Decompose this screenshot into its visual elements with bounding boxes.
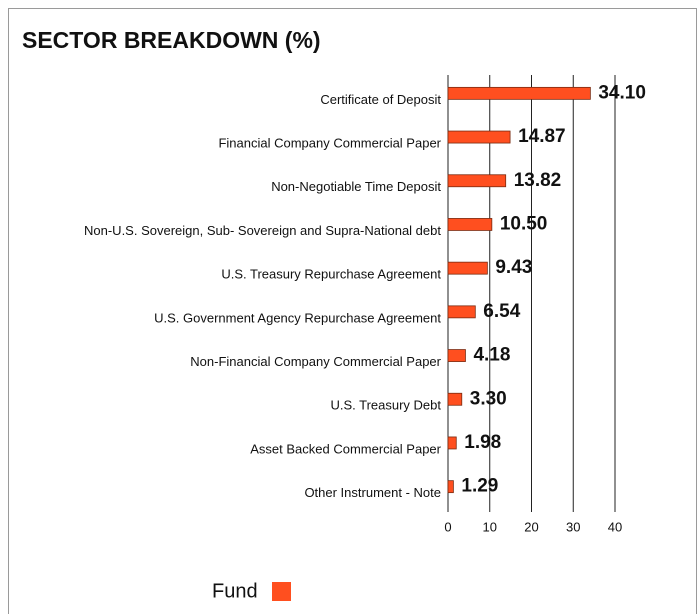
bar xyxy=(447,436,457,450)
data-label: 3.30 xyxy=(470,388,507,409)
data-label: 4.18 xyxy=(473,345,510,366)
chart-title: SECTOR BREAKDOWN (%) xyxy=(22,27,321,53)
y-tick-label: Certificate of Deposit xyxy=(320,92,441,107)
bar xyxy=(447,349,466,362)
x-tick-label: 0 xyxy=(444,519,451,534)
data-label: 9.43 xyxy=(495,257,532,278)
y-tick-label: U.S. Treasury Debt xyxy=(330,398,441,413)
bar xyxy=(447,130,511,144)
data-label: 34.10 xyxy=(598,82,646,103)
bar xyxy=(447,174,507,188)
x-tick-label: 20 xyxy=(524,519,538,534)
data-label: 1.29 xyxy=(461,476,498,497)
frame xyxy=(8,8,697,614)
legend-label: Fund xyxy=(212,580,258,602)
bar xyxy=(447,218,493,231)
y-tick-label: Financial Company Commercial Paper xyxy=(218,135,441,150)
y-tick-label: Non-U.S. Sovereign, Sub- Sovereign and S… xyxy=(84,223,441,238)
data-label: 1.98 xyxy=(464,432,501,453)
data-label: 6.54 xyxy=(483,301,520,322)
legend-swatch xyxy=(272,582,291,601)
y-tick-label: U.S. Government Agency Repurchase Agreem… xyxy=(154,310,441,325)
bar xyxy=(447,392,463,406)
bar xyxy=(447,86,591,100)
data-label: 14.87 xyxy=(518,126,566,147)
bar xyxy=(447,305,476,319)
y-tick-label: U.S. Treasury Repurchase Agreement xyxy=(221,267,441,282)
x-tick-label: 40 xyxy=(608,519,622,534)
data-label: 13.82 xyxy=(514,170,562,191)
y-tick-label: Non-Negotiable Time Deposit xyxy=(271,179,441,194)
data-label: 10.50 xyxy=(500,213,548,234)
x-tick-label: 10 xyxy=(483,519,497,534)
bar xyxy=(447,480,454,494)
x-tick-label: 30 xyxy=(566,519,580,534)
y-tick-label: Other Instrument - Note xyxy=(304,485,441,500)
y-tick-label: Asset Backed Commercial Paper xyxy=(250,441,441,456)
y-tick-label: Non-Financial Company Commercial Paper xyxy=(190,354,441,369)
bar xyxy=(447,261,488,275)
